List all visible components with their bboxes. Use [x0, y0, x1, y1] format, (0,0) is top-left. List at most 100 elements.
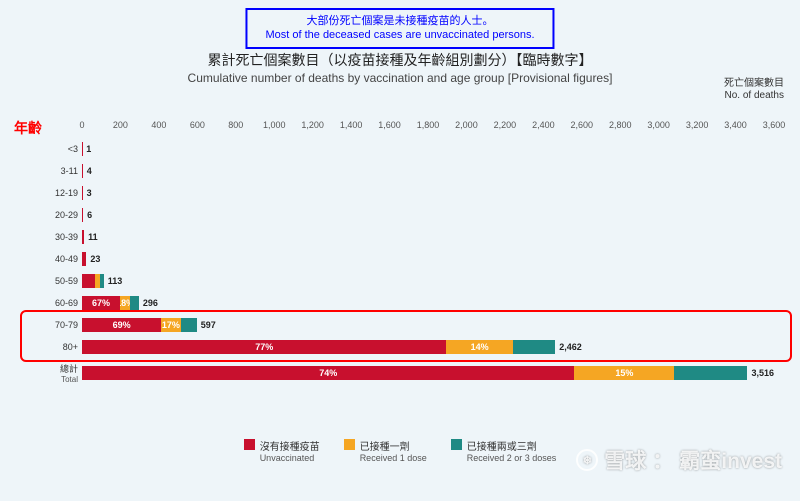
bar-wrap: 74%15% — [82, 366, 747, 380]
bar-segment — [82, 164, 83, 178]
x-tick: 1,200 — [301, 120, 324, 130]
bars-area: <313-11412-19320-29630-391140-492350-591… — [82, 138, 774, 433]
x-tick: 1,000 — [263, 120, 286, 130]
legend-text: 沒有接種疫苗Unvaccinated — [260, 438, 320, 463]
bar-wrap — [82, 164, 83, 178]
watermark: ❄ 雪球 ： 霸蛮invest — [576, 445, 782, 475]
legend-text: 已接種兩或三劑Received 2 or 3 doses — [467, 438, 557, 463]
x-tick: 800 — [228, 120, 243, 130]
title-block: 累計死亡個案數目（以疫苗接種及年齡組別劃分）【臨時數字】 Cumulative … — [0, 50, 800, 85]
bar-segment — [82, 208, 83, 222]
category-label: 總計Total — [30, 362, 78, 384]
bar-segment — [181, 318, 197, 332]
bar-wrap — [82, 252, 86, 266]
value-label: 3 — [87, 188, 92, 198]
bar-wrap — [82, 274, 104, 288]
watermark-handle: 霸蛮invest — [679, 445, 782, 475]
bar-segment: 77% — [82, 340, 446, 354]
bar-segment: 67% — [82, 296, 120, 310]
value-label: 6 — [87, 210, 92, 220]
bar-row: 12-193 — [82, 182, 774, 204]
bar-segment: 15% — [574, 366, 674, 380]
yaxis-label: 死亡個案數目 No. of deaths — [724, 78, 784, 102]
callout-zh: 大部份死亡個案是未接種疫苗的人士。 — [265, 14, 534, 28]
bar-row: 80+77%14%2,462 — [82, 336, 774, 358]
category-label: 80+ — [30, 342, 78, 352]
bar-wrap — [82, 230, 84, 244]
category-label: 30-39 — [30, 232, 78, 242]
bar-segment — [100, 274, 104, 288]
value-label: 597 — [201, 320, 216, 330]
x-tick: 3,000 — [647, 120, 670, 130]
value-label: 2,462 — [559, 342, 582, 352]
x-tick: 3,600 — [763, 120, 786, 130]
bar-row: 30-3911 — [82, 226, 774, 248]
yaxis-label-zh: 死亡個案數目 — [724, 78, 784, 90]
bar-segment: 18% — [120, 296, 130, 310]
category-label: 50-59 — [30, 276, 78, 286]
category-label: 70-79 — [30, 320, 78, 330]
bar-segment — [130, 296, 139, 310]
bar-segment — [82, 230, 84, 244]
x-tick: 2,400 — [532, 120, 555, 130]
bar-segment: 74% — [82, 366, 574, 380]
bar-row: 60-6967%18%296 — [82, 292, 774, 314]
bar-wrap — [82, 186, 83, 200]
category-label: 3-11 — [30, 166, 78, 176]
legend-item: 已接種一劑Received 1 dose — [344, 438, 427, 463]
bar-row: 總計Total74%15%3,516 — [82, 362, 774, 384]
bar-segment — [513, 340, 555, 354]
bar-wrap: 77%14% — [82, 340, 555, 354]
value-label: 3,516 — [751, 368, 774, 378]
category-label: 60-69 — [30, 298, 78, 308]
x-tick: 2,000 — [455, 120, 478, 130]
bar-segment — [674, 366, 747, 380]
title-en: Cumulative number of deaths by vaccinati… — [0, 71, 800, 85]
xueqiu-icon: ❄ — [576, 449, 598, 471]
title-zh: 累計死亡個案數目（以疫苗接種及年齡組別劃分）【臨時數字】 — [0, 50, 800, 70]
category-label: <3 — [30, 144, 78, 154]
x-tick: 0 — [79, 120, 84, 130]
category-label: 40-49 — [30, 254, 78, 264]
legend-swatch — [451, 439, 462, 450]
bar-row: 3-114 — [82, 160, 774, 182]
x-tick: 1,400 — [340, 120, 363, 130]
x-tick: 400 — [151, 120, 166, 130]
x-axis: 02004006008001,0001,2001,4001,6001,8002,… — [82, 120, 774, 134]
bar-row: 40-4923 — [82, 248, 774, 270]
value-label: 296 — [143, 298, 158, 308]
bar-wrap — [82, 208, 83, 222]
x-tick: 2,800 — [609, 120, 632, 130]
legend-item: 已接種兩或三劑Received 2 or 3 doses — [451, 438, 557, 463]
bar-row: 20-296 — [82, 204, 774, 226]
x-tick: 3,400 — [724, 120, 747, 130]
x-tick: 1,600 — [378, 120, 401, 130]
x-tick: 1,800 — [417, 120, 440, 130]
bar-segment: 17% — [161, 318, 180, 332]
value-label: 113 — [108, 276, 123, 286]
value-label: 1 — [86, 144, 91, 154]
value-label: 11 — [88, 232, 98, 242]
x-tick: 3,200 — [686, 120, 709, 130]
bar-segment: 69% — [82, 318, 161, 332]
bar-row: 50-59113 — [82, 270, 774, 292]
watermark-brand: 雪球 — [604, 445, 646, 475]
bar-wrap: 69%17% — [82, 318, 197, 332]
value-label: 4 — [87, 166, 92, 176]
bar-row: <31 — [82, 138, 774, 160]
legend-swatch — [344, 439, 355, 450]
callout-box: 大部份死亡個案是未接種疫苗的人士。 Most of the deceased c… — [245, 8, 554, 49]
legend-swatch — [244, 439, 255, 450]
category-label: 20-29 — [30, 210, 78, 220]
x-tick: 2,200 — [494, 120, 517, 130]
category-label: 12-19 — [30, 188, 78, 198]
bar-segment — [82, 186, 83, 200]
x-tick: 600 — [190, 120, 205, 130]
yaxis-label-en: No. of deaths — [724, 90, 784, 102]
value-label: 23 — [90, 254, 100, 264]
plot-area: 02004006008001,0001,2001,4001,6001,8002,… — [82, 120, 774, 433]
x-tick: 2,600 — [571, 120, 594, 130]
bar-row: 70-7969%17%597 — [82, 314, 774, 336]
chart-container: 大部份死亡個案是未接種疫苗的人士。 Most of the deceased c… — [0, 0, 800, 501]
bar-segment — [82, 274, 95, 288]
